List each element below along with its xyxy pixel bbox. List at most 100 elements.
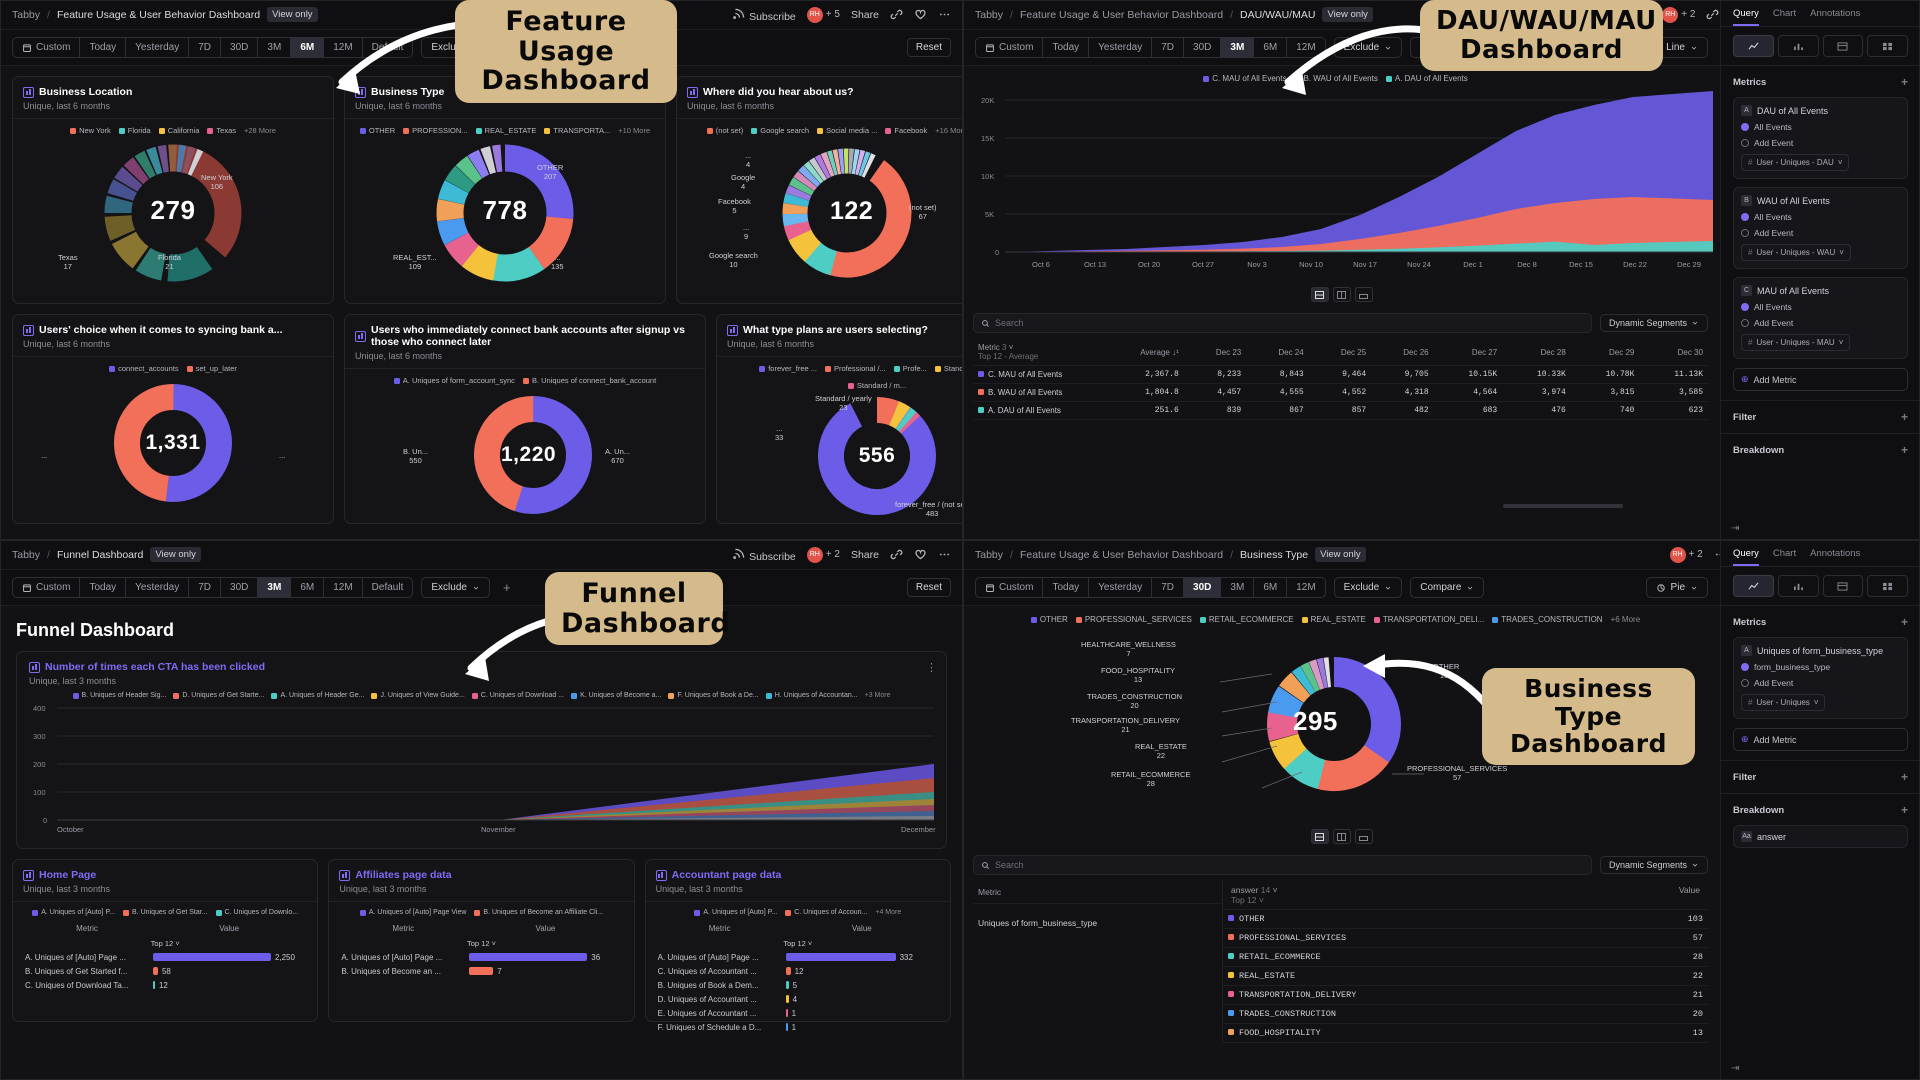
add-event-button[interactable]: Add Event [1754, 228, 1794, 238]
metric-value-table[interactable]: Metric Value Top 12 ˅ A. Uniques of [Aut… [656, 921, 940, 1034]
table-row[interactable]: TRADES_CONSTRUCTION 20 [1223, 1005, 1708, 1024]
viz-line-icon[interactable] [1733, 575, 1774, 597]
search-input[interactable]: Search [973, 313, 1592, 333]
avatar-group[interactable]: RH + 2 [1662, 6, 1695, 23]
chart-type-dropdown[interactable]: Pie [1645, 577, 1708, 598]
subscribe-button[interactable]: Subscribe [733, 7, 796, 23]
legend-item[interactable]: B. Uniques of connect_bank_account [522, 376, 656, 385]
donut-chart[interactable]: 122 ... 4 Google 4 Facebook 5 ... 9 Google s… [687, 135, 963, 285]
legend-item[interactable]: B. Uniques of Become an Affiliate Cli... [474, 909, 603, 916]
legend-item[interactable]: TRANSPORTATION_DELI... [1373, 615, 1484, 624]
dynamic-segments-dropdown[interactable]: Dynamic Segments [1599, 856, 1708, 874]
add-metric-button[interactable]: ⊕ Add Metric [1733, 368, 1908, 391]
card-menu-icon[interactable]: ⋮ [926, 662, 937, 674]
legend-more[interactable]: +10 More [618, 126, 651, 135]
legend-item[interactable]: H. Uniques of Accountan... [765, 692, 858, 699]
viz-bar-icon[interactable] [1777, 35, 1819, 57]
chip-yesterday[interactable]: Yesterday [126, 578, 190, 597]
top-selector[interactable]: Top 12 ˅ [783, 938, 813, 948]
legend-item[interactable]: set_up_later [186, 364, 237, 373]
legend-item[interactable]: K. Uniques of Become a... [571, 692, 661, 699]
chip-yesterday[interactable]: Yesterday [1089, 578, 1153, 597]
link-icon[interactable] [890, 548, 903, 561]
metric-event[interactable]: All Events [1754, 122, 1792, 132]
collapse-panel-icon[interactable]: ⇥ [1731, 523, 1740, 534]
legend-item[interactable]: Standard / m... [847, 381, 906, 390]
legend-item[interactable]: RETAIL_ECOMMERCE [1199, 615, 1294, 624]
viz-line-icon[interactable] [1733, 35, 1774, 57]
col-date[interactable]: Dec 28 [1540, 347, 1566, 357]
horizontal-scrollbar[interactable] [973, 504, 1708, 508]
breadcrumb-parent[interactable]: Feature Usage & User Behavior Dashboard [1019, 8, 1224, 21]
add-metric-button[interactable]: ⊕ Add Metric [1733, 728, 1908, 751]
table-row[interactable]: B. WAU of All Events 1,804.8 4,457 4,555… [973, 384, 1708, 402]
legend-item[interactable]: Texas [207, 126, 236, 135]
table-row[interactable]: RETAIL_ECOMMERCE 28 [1223, 948, 1708, 967]
table-row[interactable]: FOOD_HOSPITALITY 13 [1223, 1024, 1708, 1043]
tab-annotations[interactable]: Annotations [1810, 548, 1861, 559]
legend-item[interactable]: B. Uniques of Get Star... [123, 909, 208, 916]
legend-item[interactable]: Profe... [893, 364, 927, 373]
legend-item[interactable]: F. Uniques of Book a De... [668, 692, 759, 699]
chip-6m[interactable]: 6M [291, 578, 325, 597]
donut-chart[interactable]: 295 HEALTHCARE_WELLNESS 7 FOOD_HOSPITALIT… [963, 624, 1720, 824]
col-metric[interactable]: Metric 3 ˅ Top 12 - Average [973, 339, 1098, 366]
table-row[interactable]: F. Uniques of Schedule a D... 1 [657, 1022, 797, 1032]
metric-event[interactable]: All Events [1754, 212, 1792, 222]
metric-pill[interactable]: # User - Uniques - MAU ˅ [1741, 334, 1851, 351]
metric-value-table[interactable]: Metric Value Top 12 ˅ A. Uniques of [Aut… [339, 921, 623, 978]
donut-chart[interactable]: 1,220 B. Un... 550 A. Un... 670 [355, 385, 695, 517]
table-row[interactable]: B. Uniques of Get Started f... 58 [25, 966, 171, 976]
breadcrumb-parent[interactable]: Feature Usage & User Behavior Dashboard [1019, 548, 1224, 561]
card-home-page[interactable]: Home Page Unique, last 3 months A. Uniqu… [12, 859, 319, 1022]
card-title[interactable]: Number of times each CTA has been clicke… [29, 661, 934, 673]
card-syncing-choice[interactable]: Users' choice when it comes to syncing b… [12, 314, 334, 524]
donut-chart[interactable]: 1,331 ... ... [23, 373, 323, 505]
view-table-only[interactable] [1354, 829, 1373, 844]
legend-item[interactable]: REAL_ESTATE [475, 126, 536, 135]
metric-block-c[interactable]: C MAU of All Events All Events Add Event … [1733, 277, 1908, 359]
tab-query[interactable]: Query [1733, 548, 1759, 566]
add-filter-icon[interactable]: + [1900, 770, 1908, 784]
chip-custom[interactable]: Custom [976, 578, 1044, 597]
table-row[interactable]: PROFESSIONAL_SERVICES 57 [1223, 929, 1708, 948]
chip-12m[interactable]: 12M [1296, 42, 1316, 53]
breadcrumb-org[interactable]: Tabby [975, 548, 1004, 561]
metric-row[interactable]: Uniques of form_business_type [978, 918, 1098, 928]
chip-6m[interactable]: 6M [1254, 38, 1288, 57]
legend-item[interactable]: PROFESSION... [403, 126, 468, 135]
legend-item[interactable]: California [158, 126, 199, 135]
card-immediate-connect[interactable]: Users who immediately connect bank accou… [344, 314, 706, 524]
table-row[interactable]: A. Uniques of [Auto] Page ... 2,250 [25, 952, 295, 962]
legend-item[interactable]: Standard / ye... [934, 364, 963, 373]
breakdown-chip[interactable]: Aa answer [1733, 825, 1908, 848]
chip-6m[interactable]: 6M [1254, 578, 1288, 597]
view-split-vertical[interactable] [1332, 287, 1351, 302]
legend-item[interactable]: C. MAU of All Events [1203, 74, 1286, 83]
legend-more[interactable]: +16 More [935, 126, 963, 135]
legend-item[interactable]: Professional /... [825, 364, 886, 373]
legend-item[interactable]: REAL_ESTATE [1301, 615, 1366, 624]
top-selector[interactable]: Top 12 ˅ [1231, 895, 1264, 905]
link-icon[interactable] [1706, 8, 1719, 21]
view-table-only[interactable] [1354, 287, 1373, 302]
add-breakdown-icon[interactable]: + [1900, 803, 1908, 817]
card-accountant-page[interactable]: Accountant page data Unique, last 3 mont… [644, 859, 951, 1032]
chip-custom[interactable]: Custom [976, 38, 1044, 57]
viz-table-icon[interactable] [1822, 575, 1864, 597]
card-where-did-you-hear[interactable]: Where did you hear about us? Unique, las… [676, 76, 963, 304]
col-average[interactable]: Average ↓¹ [1140, 347, 1179, 357]
add-breakdown-icon[interactable]: + [1900, 443, 1908, 457]
chip-custom[interactable]: Custom [13, 578, 81, 597]
tab-query[interactable]: Query [1733, 8, 1759, 26]
viz-bar-icon[interactable] [1777, 575, 1819, 597]
legend-item[interactable]: Google search [751, 126, 809, 135]
metric-pill[interactable]: # User - Uniques ˅ [1741, 694, 1826, 711]
legend-item[interactable]: C. Uniques of Download ... [471, 692, 564, 699]
viz-grid-icon[interactable] [1867, 575, 1908, 597]
avatar-group[interactable]: RH + 5 [806, 6, 840, 23]
add-icon[interactable]: + [1900, 615, 1908, 629]
chip-default[interactable]: Default [371, 582, 404, 593]
add-event-button[interactable]: Add Event [1754, 678, 1794, 688]
avatar-group[interactable]: RH + 2 [806, 546, 840, 563]
